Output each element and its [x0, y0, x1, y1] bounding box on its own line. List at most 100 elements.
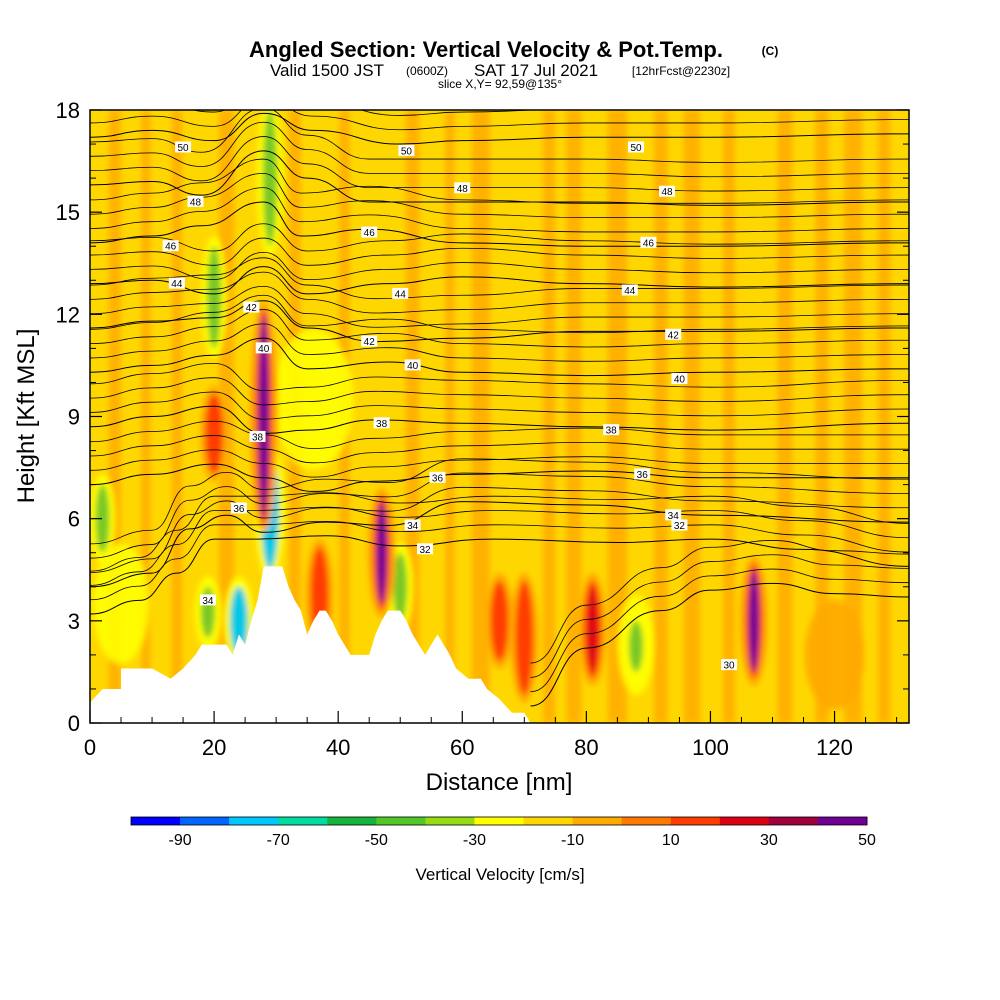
colorbar-tick--30: -30 [463, 832, 486, 849]
theta-contour-minor-36-1 [90, 449, 909, 478]
theta-contour-minor-42-2 [90, 271, 909, 314]
theta-contour-minor-42-1 [90, 286, 909, 328]
contour-label-box-4 [454, 182, 471, 194]
contour-label-25: 34 [407, 521, 419, 532]
colorbar-tick--90: -90 [169, 832, 192, 849]
colorbar-swatch-0 [131, 817, 181, 825]
theta-contour-minor-34-3 [90, 458, 909, 545]
theta-contour-minor-32-3 [90, 492, 909, 572]
contour-label-box-27 [417, 543, 434, 555]
contour-label-15: 40 [258, 344, 270, 355]
texture-stripe-13 [683, 110, 701, 723]
theta-contour-minor-44-2 [90, 237, 909, 266]
slice-info: slice X,Y= 92,59@135° [438, 77, 562, 91]
contour-label-16: 40 [407, 361, 419, 372]
y-tick-label-3: 3 [68, 609, 80, 634]
contour-label-box-16 [404, 359, 421, 371]
contour-label-6: 46 [165, 242, 177, 253]
theta-contour-minor-30-3 [530, 540, 909, 664]
contour-label-box-29 [721, 659, 738, 671]
contour-label-22: 36 [432, 473, 444, 484]
theta-contour-minor-40-3 [90, 294, 909, 334]
downdraft-cell-7 [95, 484, 110, 553]
theta-contour-minor-30-2 [530, 554, 909, 678]
updraft-core-0 [258, 314, 269, 519]
chart-title: Angled Section: Vertical Velocity & Pot.… [249, 37, 723, 62]
colorbar-swatch-12 [719, 817, 770, 825]
contour-label-0: 50 [178, 143, 190, 154]
y-tick-label-12: 12 [56, 302, 80, 327]
theta-contour-minor-38-2 [90, 377, 909, 406]
x-tick-label-40: 40 [326, 735, 350, 760]
theta-contour-minor-50-1 [90, 110, 909, 131]
contour-label-26: 34 [668, 511, 680, 522]
theta-contour-minor-46-1 [90, 187, 909, 233]
contour-label-9: 44 [171, 279, 183, 290]
contour-label-14: 42 [668, 330, 680, 341]
theta-contour-minor-44-3 [90, 223, 909, 252]
theta-contour-minor-36-2 [90, 435, 909, 464]
colorbar-swatch-7 [474, 817, 525, 825]
colorbar-title: Vertical Velocity [cm/s] [415, 865, 584, 884]
contour-label-box-6 [162, 240, 179, 252]
contour-label-box-22 [429, 471, 446, 483]
contour-label-27: 32 [419, 545, 431, 556]
contour-label-box-25 [404, 519, 421, 531]
colorbar-tick--50: -50 [365, 832, 388, 849]
colorbar-swatch-10 [621, 817, 672, 825]
chart-title-tag: (C) [762, 44, 779, 58]
downdraft-cell-6 [393, 552, 408, 621]
contour-label-4: 48 [457, 184, 469, 195]
texture-stripe-17 [844, 110, 863, 723]
theta-contour-minor-44-1 [90, 251, 909, 280]
velocity-cells [90, 110, 768, 703]
updraft-core-4 [519, 586, 530, 689]
colorbar: -90 -70 -50 -30 -10 10 30 50 [130, 816, 876, 849]
contour-label-box-11 [621, 284, 638, 296]
contour-label-2: 50 [630, 143, 642, 154]
theta-contour-minor-48-1 [90, 136, 909, 192]
x-axis-label: Distance [nm] [426, 769, 573, 796]
contour-label-box-2 [628, 141, 644, 153]
theta-contour-minor-40-2 [90, 309, 909, 348]
contour-label-18: 38 [252, 432, 264, 443]
contour-label-box-18 [249, 430, 266, 442]
x-tick-label-80: 80 [574, 735, 598, 760]
contour-label-28: 32 [674, 521, 686, 532]
texture-stripe-10 [566, 110, 582, 723]
contour-label-box-13 [361, 335, 378, 347]
theta-contour-minor-48-3 [90, 110, 909, 163]
updraft-core-6 [209, 399, 220, 468]
y-tick-label-9: 9 [68, 405, 80, 430]
forecast-info: [12hrFcst@2230z] [632, 64, 730, 78]
theta-contour-minor-38-1 [90, 391, 909, 420]
x-tick-label-20: 20 [202, 735, 226, 760]
updraft-core-3 [748, 569, 759, 672]
contour-label-box-20 [603, 424, 620, 436]
contour-label-24: 34 [202, 596, 214, 607]
updraft-core-1 [376, 501, 387, 604]
contour-label-box-14 [665, 328, 682, 340]
theta-contour-36 [90, 463, 909, 492]
texture-yellow-mid [273, 329, 354, 470]
x-tick-label-60: 60 [450, 735, 474, 760]
x-tick-label-100: 100 [692, 735, 729, 760]
contour-label-11: 44 [624, 286, 636, 297]
colorbar-swatch-6 [425, 817, 475, 825]
y-tick-label-15: 15 [56, 200, 80, 225]
contour-label-23: 36 [637, 470, 649, 481]
contour-label-box-28 [671, 519, 688, 531]
contour-label-box-23 [634, 468, 651, 480]
theta-contour-minor-42-3 [90, 257, 909, 300]
colorbar-swatch-1 [180, 817, 230, 825]
theta-contour-40 [90, 337, 909, 377]
theta-contour-minor-38-3 [90, 362, 909, 392]
colorbar-tick--10: -10 [561, 832, 584, 849]
contour-label-box-7 [361, 226, 378, 238]
colorbar-swatch-2 [229, 817, 279, 825]
contour-label-17: 40 [674, 375, 686, 386]
colorbar-swatch-13 [768, 817, 819, 825]
colorbar-frame [130, 816, 868, 826]
y-tick-label-6: 6 [68, 507, 80, 532]
